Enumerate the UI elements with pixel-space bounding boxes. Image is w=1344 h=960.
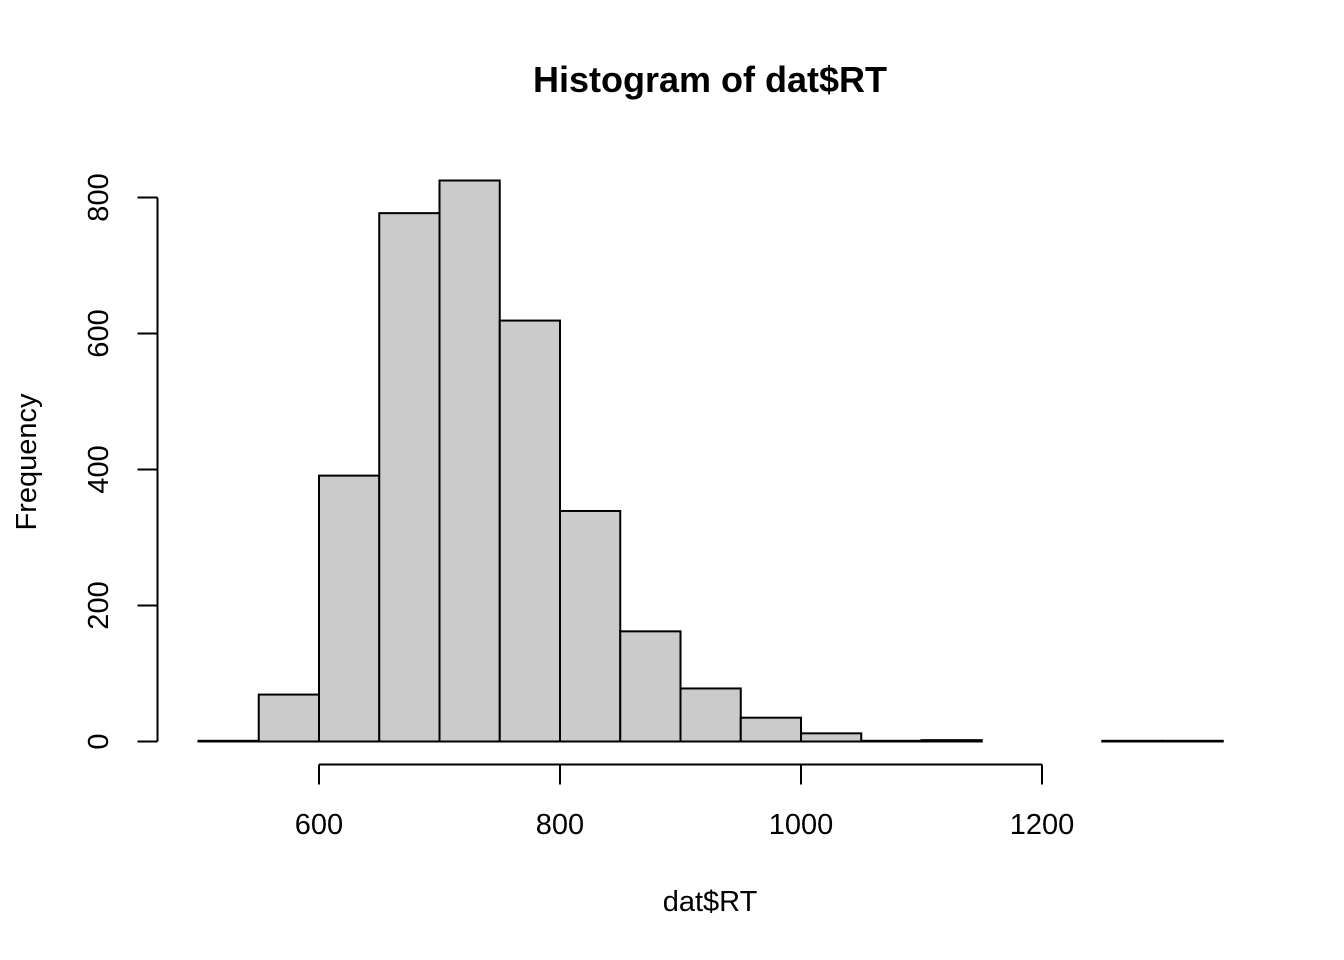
histogram-bar — [498, 319, 561, 743]
histogram-bar — [739, 716, 802, 743]
histogram-bar — [378, 212, 441, 743]
y-tick-label: 0 — [83, 733, 115, 749]
x-tick-label: 600 — [295, 809, 343, 841]
histogram-bar — [1101, 739, 1164, 743]
histogram-bar — [257, 693, 320, 743]
histogram-bar — [800, 732, 863, 743]
y-axis-label: Frequency — [11, 393, 43, 531]
x-tick-label: 800 — [536, 809, 584, 841]
histogram-bar — [197, 739, 260, 743]
y-tick-label: 800 — [83, 173, 115, 221]
histogram-bar — [1161, 739, 1224, 743]
y-tick-label: 200 — [83, 581, 115, 629]
histogram-bar — [920, 739, 983, 743]
chart-title: Histogram of dat$RT — [533, 59, 887, 100]
histogram-bar — [318, 474, 381, 743]
y-tick-label: 600 — [83, 309, 115, 357]
histogram-bar — [860, 739, 923, 743]
bars-group — [197, 179, 1224, 743]
histogram-bar — [679, 687, 742, 743]
x-axis: 600 800 1000 1200 — [295, 763, 1075, 841]
x-axis-label: dat$RT — [663, 886, 758, 918]
y-tick-label: 400 — [83, 445, 115, 493]
x-tick-label: 1000 — [769, 809, 834, 841]
x-tick-label: 1200 — [1010, 809, 1075, 841]
histogram-bar — [619, 630, 682, 743]
y-axis: 0 200 400 600 800 — [83, 173, 159, 750]
histogram-bar — [438, 179, 501, 743]
histogram-bar — [559, 509, 622, 743]
